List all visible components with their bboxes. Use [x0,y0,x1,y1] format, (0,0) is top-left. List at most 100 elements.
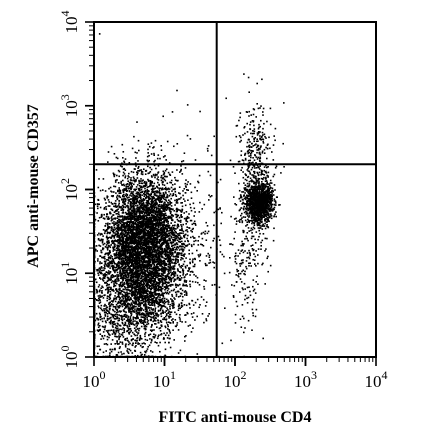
data-point [172,304,175,307]
data-point [127,239,129,242]
data-point [112,246,114,249]
data-point [136,274,139,277]
data-point [96,291,98,294]
data-point [175,286,177,288]
data-point [136,232,138,234]
data-point [120,192,122,194]
data-point [132,231,134,233]
data-point [142,198,145,201]
data-point [171,302,173,305]
data-point [112,195,114,198]
data-point [160,218,163,220]
data-point [141,288,143,291]
data-point [116,244,119,247]
data-point [156,218,158,221]
data-point [136,223,139,226]
data-point [213,224,215,227]
data-point [122,189,125,192]
data-point [124,200,126,203]
data-point [147,264,150,266]
data-point [152,258,154,261]
data-point [114,205,116,208]
data-point [117,329,119,331]
data-point [181,240,183,243]
data-point [146,188,149,191]
data-point [100,278,102,280]
data-point [132,199,135,201]
data-point [120,182,122,184]
data-point [131,250,134,252]
data-point [145,218,148,220]
data-point [102,279,104,281]
data-point [99,294,101,297]
data-point [122,269,124,271]
data-point [170,228,173,230]
data-point [152,313,155,315]
data-point [172,322,174,324]
data-point [124,228,126,230]
data-point [136,217,139,220]
data-point [142,218,145,221]
data-point [142,234,144,237]
data-point [146,232,148,235]
data-point [178,303,180,306]
data-point [159,309,162,312]
data-point [116,210,118,212]
data-point [121,220,123,223]
data-point [169,241,172,244]
data-point [154,279,156,281]
data-point [176,233,179,235]
data-point [142,309,145,311]
data-point [160,224,163,226]
data-point [163,282,166,285]
data-point [188,267,190,269]
data-point [125,183,128,186]
data-point [172,227,175,229]
data-point [149,226,151,229]
data-point [123,202,125,204]
data-point [104,253,106,256]
data-point [144,212,146,214]
data-point [132,319,135,321]
data-point [103,264,106,266]
data-point [132,280,135,283]
data-point [165,264,168,266]
data-point [174,234,176,237]
data-point [176,227,179,229]
data-point [147,200,150,202]
data-point [99,206,102,209]
data-point [141,191,143,193]
data-point [159,247,162,250]
data-point [105,244,108,246]
data-point [154,239,156,242]
data-point [140,188,143,191]
data-point [109,279,112,281]
data-point [112,232,115,234]
data-point [175,236,178,238]
data-point [170,210,172,213]
data-point [164,191,167,193]
data-point [151,249,154,252]
data-point [117,280,119,282]
data-point [114,343,116,345]
data-point [114,233,117,236]
data-point [179,221,182,223]
data-point [126,185,128,188]
data-point [160,259,163,262]
data-point [118,238,120,241]
data-point [125,240,127,242]
data-point [99,268,101,270]
data-point [148,266,151,268]
data-point [148,159,150,162]
data-point [149,194,152,197]
data-point [134,216,136,218]
data-point [160,219,162,222]
data-point [146,219,148,221]
data-point [169,202,172,204]
data-point [116,278,118,280]
data-point [163,279,166,282]
data-point [172,262,174,264]
data-point [187,181,189,183]
data-point [168,255,171,257]
data-point [165,292,168,295]
